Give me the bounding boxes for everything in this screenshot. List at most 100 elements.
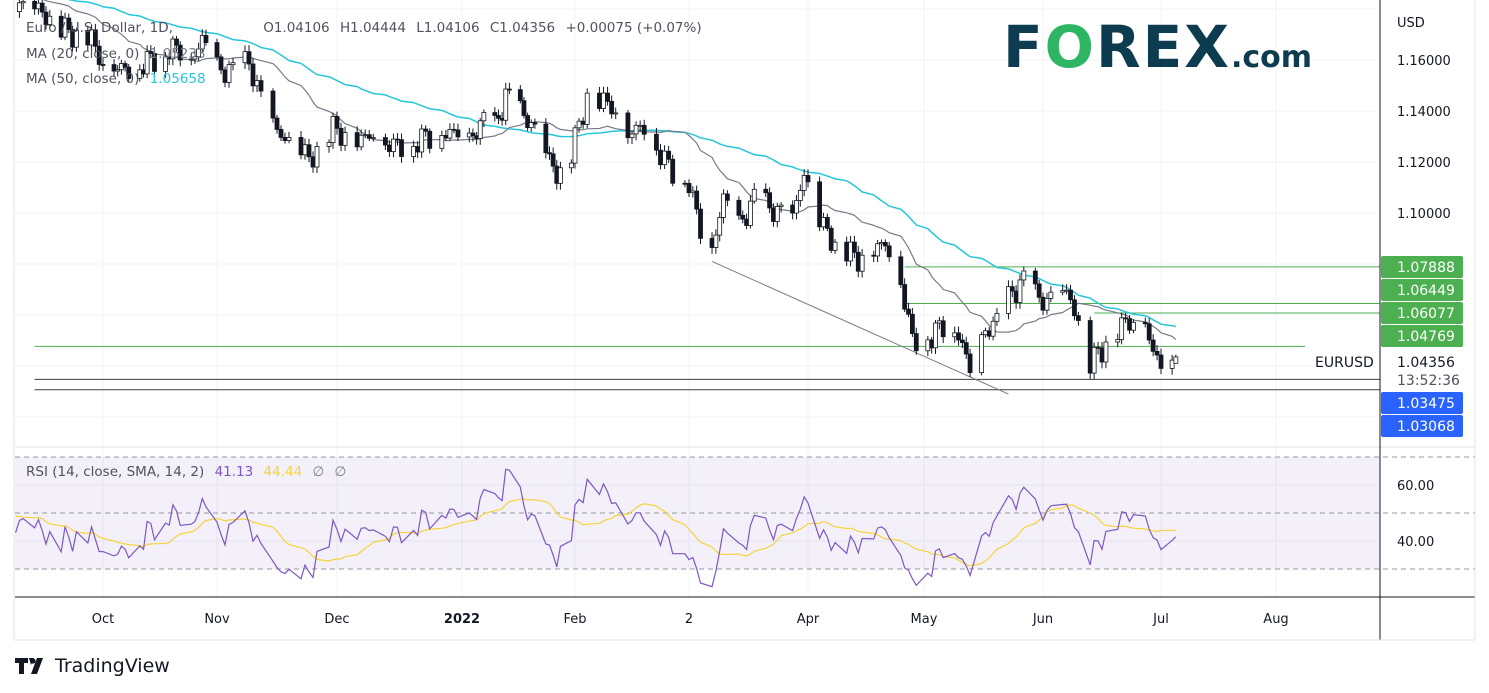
candle-up bbox=[1169, 359, 1175, 369]
candle-down bbox=[805, 175, 811, 183]
candle-down bbox=[366, 134, 372, 139]
price-axis[interactable]: USD 1.16000 1.14000 1.12000 1.10000 60.00 40.… bbox=[1397, 16, 1451, 550]
candle-up bbox=[801, 175, 807, 191]
tradingview-brand[interactable]: TradingView bbox=[15, 655, 170, 677]
level-price-text: 1.07888 bbox=[1397, 260, 1455, 276]
candle-up bbox=[419, 128, 425, 153]
symbol-label: EURUSD bbox=[1315, 355, 1374, 371]
candle-down bbox=[736, 199, 742, 216]
candle-down bbox=[258, 80, 264, 92]
candle-up bbox=[74, 30, 79, 48]
candle-down bbox=[93, 29, 98, 47]
candle-down bbox=[298, 137, 304, 156]
candle-down bbox=[122, 63, 128, 68]
rsi-extra-2: ∅ bbox=[334, 464, 347, 480]
grid bbox=[15, 0, 1380, 597]
candle-down bbox=[910, 313, 915, 334]
rsi-tick: 40.00 bbox=[1397, 535, 1434, 550]
candle-up bbox=[662, 150, 667, 166]
candle-up bbox=[875, 243, 880, 257]
candle-up bbox=[196, 48, 202, 58]
currency-label: USD bbox=[1397, 16, 1425, 31]
candle-down bbox=[686, 183, 692, 194]
candle-down bbox=[682, 182, 688, 185]
candle-up bbox=[979, 334, 984, 374]
candle-down bbox=[580, 120, 586, 125]
time-tick: Dec bbox=[324, 612, 349, 627]
candle-down bbox=[399, 139, 404, 157]
candle-up bbox=[411, 146, 417, 157]
level-price-tag bbox=[1381, 392, 1463, 414]
candle-down bbox=[306, 144, 312, 158]
candle-up bbox=[794, 200, 799, 214]
candle-up bbox=[326, 142, 332, 147]
horizontal-levels bbox=[34, 266, 1380, 391]
candle-up bbox=[1131, 321, 1136, 331]
candle-down bbox=[274, 117, 280, 130]
candle-down bbox=[871, 254, 877, 257]
candle-down bbox=[852, 241, 857, 253]
candle-down bbox=[824, 217, 830, 229]
candle-up bbox=[1021, 270, 1027, 281]
candle-down bbox=[929, 339, 935, 349]
ohlc-high: H1.04444 bbox=[339, 20, 406, 36]
level-price-text: 1.04769 bbox=[1397, 329, 1455, 345]
candle-down bbox=[203, 35, 209, 43]
candle-down bbox=[415, 146, 421, 153]
candle-down bbox=[214, 42, 220, 58]
candle-down bbox=[496, 115, 501, 119]
candle-down bbox=[111, 64, 117, 72]
ma20-legend[interactable]: MA (20, close, 0) 1.05233 bbox=[26, 46, 212, 62]
candle-up bbox=[1091, 346, 1097, 374]
ma50-legend[interactable]: MA (50, close, 0) 1.05658 bbox=[26, 71, 212, 87]
rsi-legend[interactable]: RSI (14, close, SMA, 14, 2) 41.13 44.44 … bbox=[26, 464, 352, 480]
candle-up bbox=[47, 15, 53, 25]
candle-down bbox=[492, 112, 498, 116]
time-tick: Apr bbox=[797, 612, 820, 627]
candle-down bbox=[246, 51, 252, 65]
candle-up bbox=[528, 122, 534, 129]
candle-down bbox=[1146, 323, 1152, 341]
candle-up bbox=[115, 69, 121, 72]
candle-up bbox=[286, 137, 292, 141]
level-price-text: 1.03475 bbox=[1397, 396, 1455, 412]
candle-down bbox=[1068, 289, 1073, 301]
candle-up bbox=[774, 206, 780, 222]
candle-up bbox=[370, 137, 376, 139]
candle-up bbox=[584, 92, 590, 125]
candle-down bbox=[771, 207, 776, 222]
tradingview-label: TradingView bbox=[55, 655, 170, 677]
trendline[interactable] bbox=[711, 260, 1009, 395]
candle-up bbox=[572, 127, 578, 164]
candle-up bbox=[797, 190, 803, 201]
candle-down bbox=[654, 133, 659, 151]
candle-up bbox=[717, 216, 723, 236]
candle-down bbox=[763, 188, 769, 194]
candle-up bbox=[362, 134, 368, 137]
candle-down bbox=[1009, 286, 1015, 292]
candle-down bbox=[1013, 290, 1019, 303]
candle-down bbox=[886, 245, 892, 258]
price-tick: 1.14000 bbox=[1397, 105, 1451, 120]
candle-down bbox=[666, 150, 672, 160]
candle-down bbox=[334, 116, 340, 129]
time-axis[interactable]: Oct Nov Dec 2022 Feb 2 Apr May Jun Jul Aug bbox=[92, 612, 1289, 627]
forex-com-logo: FOREX.com bbox=[1003, 13, 1312, 81]
candle-up bbox=[358, 134, 364, 148]
candle-up bbox=[778, 204, 784, 207]
candle-down bbox=[670, 158, 676, 184]
symbol-legend[interactable]: Euro / U.S. Dollar, 1D, O1.04106 H1.0444… bbox=[26, 20, 708, 36]
candle-down bbox=[550, 153, 556, 167]
candle-up bbox=[933, 322, 938, 349]
candle-up bbox=[848, 241, 853, 262]
candle-down bbox=[278, 129, 284, 138]
ma20-label: MA (20, close, 0) bbox=[26, 46, 140, 62]
candle-down bbox=[1087, 320, 1093, 374]
time-tick: Jul bbox=[1152, 612, 1169, 627]
candle-up bbox=[821, 217, 826, 228]
candle-down bbox=[963, 342, 969, 355]
ma20-value: 1.05233 bbox=[149, 46, 206, 62]
ohlc-open: O1.04106 bbox=[263, 20, 330, 36]
rsi-label: RSI (14, close, SMA, 14, 2) bbox=[26, 464, 205, 480]
